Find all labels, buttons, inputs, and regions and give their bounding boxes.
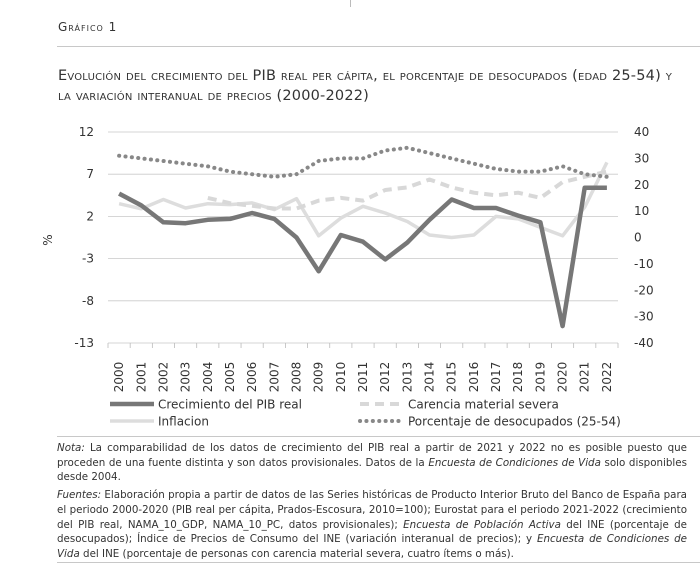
x-tick-label: 2016 [467,362,481,393]
top-divider-mark [350,0,351,7]
notes: Nota: La comparabilidad de los datos de … [57,441,687,565]
x-tick-label: 2018 [511,362,525,393]
legend-label-2: Carencia material severa [408,398,559,412]
note-text-1: La comparabilidad de los datos de crecim… [57,442,687,469]
x-tick-label: 2011 [356,362,370,393]
sources-paragraph: Fuentes: Elaboración propia a partir de … [57,488,687,562]
x-tick-label: 2001 [134,362,148,393]
figure-label: Gráfico 1 [58,20,118,34]
series-line-4 [117,145,609,179]
x-tick-label: 2002 [156,362,170,393]
x-tick-label: 2010 [334,362,348,393]
x-tick-label: 2019 [533,362,547,393]
note-text-2: solo disponibles desde 2004. [57,456,687,484]
right-tick-label: 10 [634,204,649,218]
left-tick-label: -8 [82,294,94,308]
notes-rule [57,436,700,437]
x-tick-label: 2003 [179,362,193,393]
x-tick-label: 2022 [600,362,614,393]
right-tick-label: 0 [634,231,642,245]
right-tick-label: -10 [634,257,654,271]
x-tick-label: 2014 [423,362,437,393]
x-tick-label: 2020 [556,362,570,393]
sources-italic-1: Encuesta de Población Activa [403,518,561,531]
sources-text-3: del INE (porcentaje de personas con care… [79,547,514,560]
x-tick-label: 2021 [578,362,592,393]
sources-label: Fuentes: [57,489,102,502]
legend-label-3: Inflacion [158,415,209,429]
series-line-2 [207,169,608,211]
right-tick-label: 30 [634,151,649,165]
x-tick-label: 2007 [267,362,281,393]
sources-italic-2: Encuesta de Condiciones de Vida [57,533,687,560]
note-label: Nota: [57,442,85,454]
left-tick-label: -3 [82,252,94,266]
chart-title: Evolución del crecimiento del PIB real p… [58,68,673,104]
right-tick-label: -20 [634,283,654,297]
y-axis-label: % [41,234,55,245]
note-paragraph: Nota: La comparabilidad de los datos de … [57,441,687,485]
x-tick-label: 2008 [289,362,303,393]
x-tick-label: 2005 [223,362,237,393]
note-italic: Encuesta de Condiciones de Vida [428,456,601,469]
sources-text-1: Elaboración propia a partir de datos de … [57,489,687,531]
series-line-1 [118,185,607,329]
bottom-rule [57,562,700,563]
x-tick-label: 2000 [112,362,126,393]
x-tick-label: 2012 [378,362,392,393]
series-line-3 [118,161,609,240]
sources-text-2: del INE (porcentaje de desocupados); Índ… [57,518,687,546]
left-tick-label: -13 [74,336,94,350]
x-tick-label: 2013 [400,362,414,393]
legend-label-1: Crecimiento del PIB real [158,398,302,412]
right-tick-label: 40 [634,125,649,139]
left-tick-label: 12 [79,125,94,139]
x-tick-label: 2006 [245,362,259,393]
x-tick-label: 2009 [312,362,326,393]
x-tick-label: 2017 [489,362,503,393]
right-tick-label: -40 [634,336,654,350]
legend-label-4: Porcentaje de desocupados (25-54) [408,415,621,429]
right-tick-label: -30 [634,310,654,324]
x-tick-label: 2015 [445,362,459,393]
left-tick-label: 2 [86,209,94,223]
header-rule [57,46,700,47]
left-tick-label: 7 [86,167,94,181]
right-tick-label: 20 [634,178,649,192]
x-tick-label: 2004 [201,362,215,393]
